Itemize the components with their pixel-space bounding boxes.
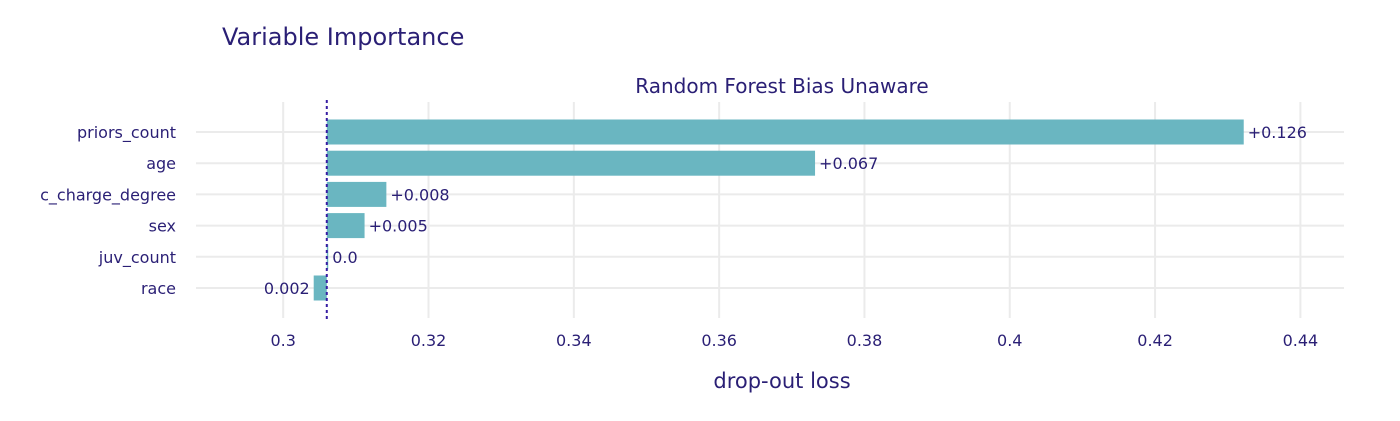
x-tick-label: 0.44 (1283, 331, 1319, 350)
x-tick-label: 0.32 (411, 331, 447, 350)
chart-subtitle: Random Forest Bias Unaware (635, 74, 928, 98)
category-label: age (146, 154, 176, 173)
data-label: +0.005 (369, 217, 428, 236)
category-label: sex (149, 217, 176, 236)
bar-race (313, 275, 327, 301)
data-label: +0.067 (819, 154, 878, 173)
label-layer: 0.3 0.32 0.34 0.36 0.38 0.4 0.42 0.44 priors_cou… (40, 123, 1318, 350)
category-label: race (141, 279, 176, 298)
x-tick-label: 0.34 (556, 331, 592, 350)
x-tick-label: 0.42 (1137, 331, 1173, 350)
bar-sex (326, 213, 365, 239)
bar-priors_count (326, 119, 1244, 145)
category-label: c_charge_degree (40, 185, 176, 205)
chart-title: Variable Importance (222, 23, 464, 51)
category-label: juv_count (98, 248, 176, 268)
data-label: 0.002 (264, 279, 310, 298)
x-tick-label: 0.3 (270, 331, 295, 350)
x-tick-label: 0.4 (997, 331, 1022, 350)
x-tick-label: 0.38 (847, 331, 883, 350)
x-tick-label: 0.36 (701, 331, 737, 350)
x-axis-title: drop-out loss (713, 369, 850, 393)
category-label: priors_count (77, 123, 176, 143)
bar-layer (313, 119, 1244, 301)
bar-c_charge_degree (326, 181, 387, 207)
data-label: +0.008 (390, 185, 449, 204)
data-label: +0.126 (1248, 123, 1307, 142)
bar-age (326, 150, 816, 176)
data-label: 0.0 (332, 248, 357, 267)
